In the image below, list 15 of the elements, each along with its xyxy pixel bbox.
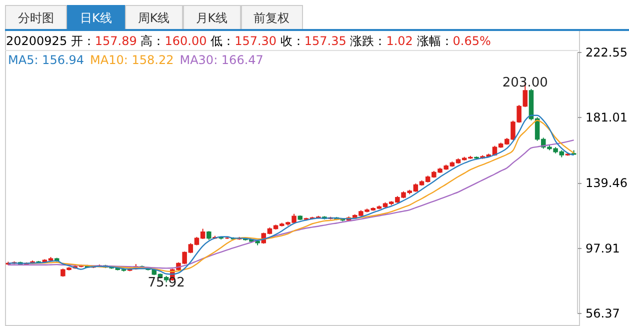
text: 前复权 — [240, 5, 303, 29]
annotation: 75.92 — [148, 275, 185, 290]
y-tick-label: 139.46 — [586, 176, 628, 190]
annotation: 203.00 — [502, 76, 548, 91]
text: 分时图 — [5, 5, 67, 29]
text: MA5: 156.94 — [8, 53, 84, 67]
text: MA10: 158.22 — [90, 53, 174, 67]
y-tick-label: 181.01 — [586, 110, 628, 125]
chart-title: 20200925 开：157.89 高：160.00 低：157.30 收：157.35 涨跌：1.02 涨幅：0.65% — [6, 34, 491, 48]
text: MA30: 166.47 — [180, 53, 264, 67]
text: 月K线 — [182, 5, 241, 29]
y-tick-label: 97.91 — [586, 241, 620, 256]
text: 周K线 — [124, 5, 183, 29]
y-tick-label: 222.55 — [586, 46, 628, 60]
y-tick-label: 56.37 — [586, 306, 620, 320]
